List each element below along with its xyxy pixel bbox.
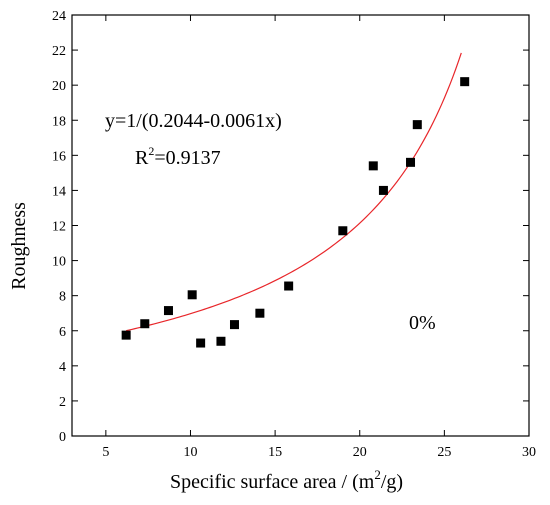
data-point-9: [284, 281, 294, 291]
y-tick-label-16: 16: [52, 149, 66, 164]
y-tick-label-10: 10: [52, 255, 66, 270]
data-point-13: [406, 157, 416, 167]
y-tick-label-22: 22: [52, 44, 66, 59]
x-tick-label-5: 5: [102, 445, 109, 460]
data-point-11: [368, 161, 378, 171]
data-point-8: [255, 308, 265, 318]
r-squared-prefix: R: [135, 147, 149, 169]
data-point-6: [216, 336, 226, 346]
y-tick-label-14: 14: [52, 184, 66, 199]
y-tick-label-0: 0: [59, 430, 66, 445]
x-axis-title-sup: 2: [374, 467, 381, 482]
data-markers: [121, 77, 470, 348]
y-tick-label-24: 24: [52, 9, 66, 24]
data-point-14: [412, 120, 422, 130]
y-axis-title: Roughness: [8, 202, 30, 290]
series-label: 0%: [409, 312, 436, 334]
data-point-5: [196, 338, 206, 348]
x-axis-ticks: 5 10 15 20 25 30: [102, 15, 536, 460]
y-tick-label-18: 18: [52, 114, 66, 129]
data-point-1: [121, 330, 131, 340]
y-tick-label-2: 2: [59, 395, 66, 410]
r-squared-sup: 2: [148, 144, 154, 158]
data-point-12: [378, 185, 388, 195]
x-tick-label-25: 25: [437, 445, 451, 460]
x-tick-label-15: 15: [268, 445, 282, 460]
x-axis-title-tail: /g): [381, 471, 403, 493]
data-point-15: [460, 77, 470, 87]
y-tick-label-8: 8: [59, 290, 66, 305]
x-tick-label-10: 10: [183, 445, 197, 460]
data-point-2: [140, 319, 150, 329]
data-point-10: [338, 226, 348, 236]
y-tick-label-12: 12: [52, 220, 66, 235]
r-squared-value: =0.9137: [154, 147, 220, 169]
data-point-4: [187, 290, 197, 300]
x-tick-label-20: 20: [353, 445, 367, 460]
data-point-7: [229, 320, 239, 330]
y-tick-label-6: 6: [59, 325, 66, 340]
r-squared: R2=0.9137: [135, 144, 221, 169]
x-axis-title: Specific surface area / (m2/g): [170, 467, 403, 493]
y-tick-label-4: 4: [59, 360, 66, 375]
y-tick-label-20: 20: [52, 79, 66, 94]
fit-curve: [126, 52, 462, 332]
data-point-3: [163, 306, 173, 316]
x-tick-label-30: 30: [522, 445, 536, 460]
fit-equation: y=1/(0.2044-0.0061x): [105, 110, 282, 132]
x-axis-title-main: Specific surface area / (m: [170, 471, 375, 493]
